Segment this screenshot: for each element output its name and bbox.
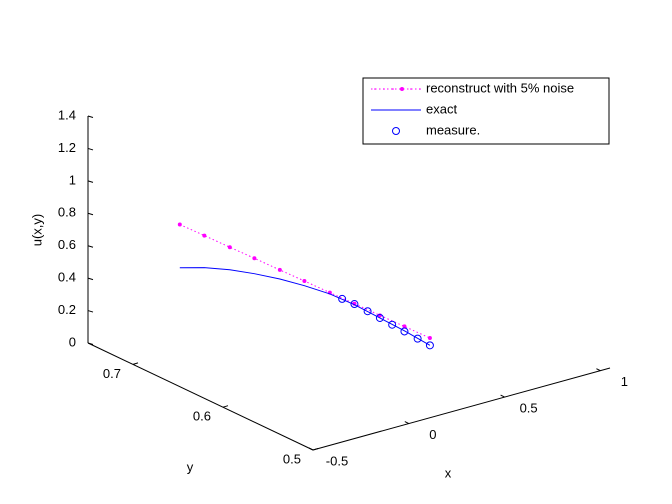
series-line bbox=[179, 267, 431, 346]
z-tick-label: 0.8 bbox=[58, 205, 76, 220]
x-tick bbox=[596, 368, 601, 372]
z-tick-label: 0.6 bbox=[58, 237, 76, 252]
point bbox=[302, 278, 307, 283]
z-tick bbox=[87, 277, 94, 281]
point bbox=[252, 256, 257, 261]
y-tick bbox=[312, 448, 319, 451]
x-tick-label: -0.5 bbox=[326, 453, 348, 468]
z-tick-label: 1 bbox=[69, 172, 76, 187]
point bbox=[400, 327, 409, 336]
z-tick-label: 0.4 bbox=[58, 270, 76, 285]
x-tick bbox=[404, 421, 410, 424]
y-tick bbox=[132, 362, 139, 365]
legend-label: exact bbox=[426, 101, 457, 116]
z-tick bbox=[87, 310, 94, 313]
z-axis-label: u(x,y) bbox=[29, 214, 44, 247]
point bbox=[277, 267, 282, 272]
z-tick-label: 0.2 bbox=[58, 302, 76, 317]
point bbox=[427, 336, 432, 341]
point bbox=[425, 341, 434, 350]
point bbox=[363, 307, 372, 316]
x-tick-label: 0.5 bbox=[520, 401, 538, 416]
point bbox=[388, 320, 397, 329]
z-tick bbox=[87, 180, 94, 183]
legend-label: reconstruct with 5% noise bbox=[426, 80, 574, 95]
point bbox=[350, 300, 359, 309]
point bbox=[202, 233, 207, 238]
y-tick-label: 0.7 bbox=[103, 366, 121, 381]
point bbox=[338, 294, 347, 303]
y-tick-label: 0.6 bbox=[193, 409, 211, 424]
x-tick bbox=[500, 394, 505, 398]
point bbox=[177, 222, 182, 227]
point bbox=[402, 324, 407, 329]
x-axis-label: x bbox=[445, 465, 452, 480]
point bbox=[375, 313, 384, 322]
legend-marker bbox=[374, 88, 376, 90]
z-tick bbox=[87, 245, 94, 248]
legend-marker bbox=[392, 88, 394, 90]
z-tick bbox=[87, 342, 94, 345]
legend-label: measure. bbox=[426, 122, 480, 137]
legend-marker bbox=[400, 87, 404, 91]
x-tick bbox=[308, 447, 314, 451]
point bbox=[413, 334, 422, 343]
z-tick bbox=[87, 115, 94, 118]
y-tick bbox=[222, 405, 229, 408]
y-tick-label: 0.5 bbox=[283, 451, 301, 466]
legend-marker bbox=[383, 88, 385, 90]
x-axis bbox=[312, 367, 611, 451]
legend-marker bbox=[392, 127, 400, 135]
point bbox=[227, 245, 232, 250]
x-tick-label: 0 bbox=[429, 427, 436, 442]
z-tick bbox=[87, 212, 94, 216]
legend-marker bbox=[410, 88, 412, 90]
y-axis-label: y bbox=[187, 459, 194, 474]
y-axis bbox=[87, 342, 314, 451]
z-tick bbox=[87, 147, 94, 151]
z-tick-label: 0 bbox=[69, 334, 76, 349]
legend-marker bbox=[419, 88, 421, 90]
z-tick-label: 1.2 bbox=[58, 140, 76, 155]
z-tick-label: 1.4 bbox=[58, 107, 76, 122]
x-tick-label: 1 bbox=[621, 374, 628, 389]
